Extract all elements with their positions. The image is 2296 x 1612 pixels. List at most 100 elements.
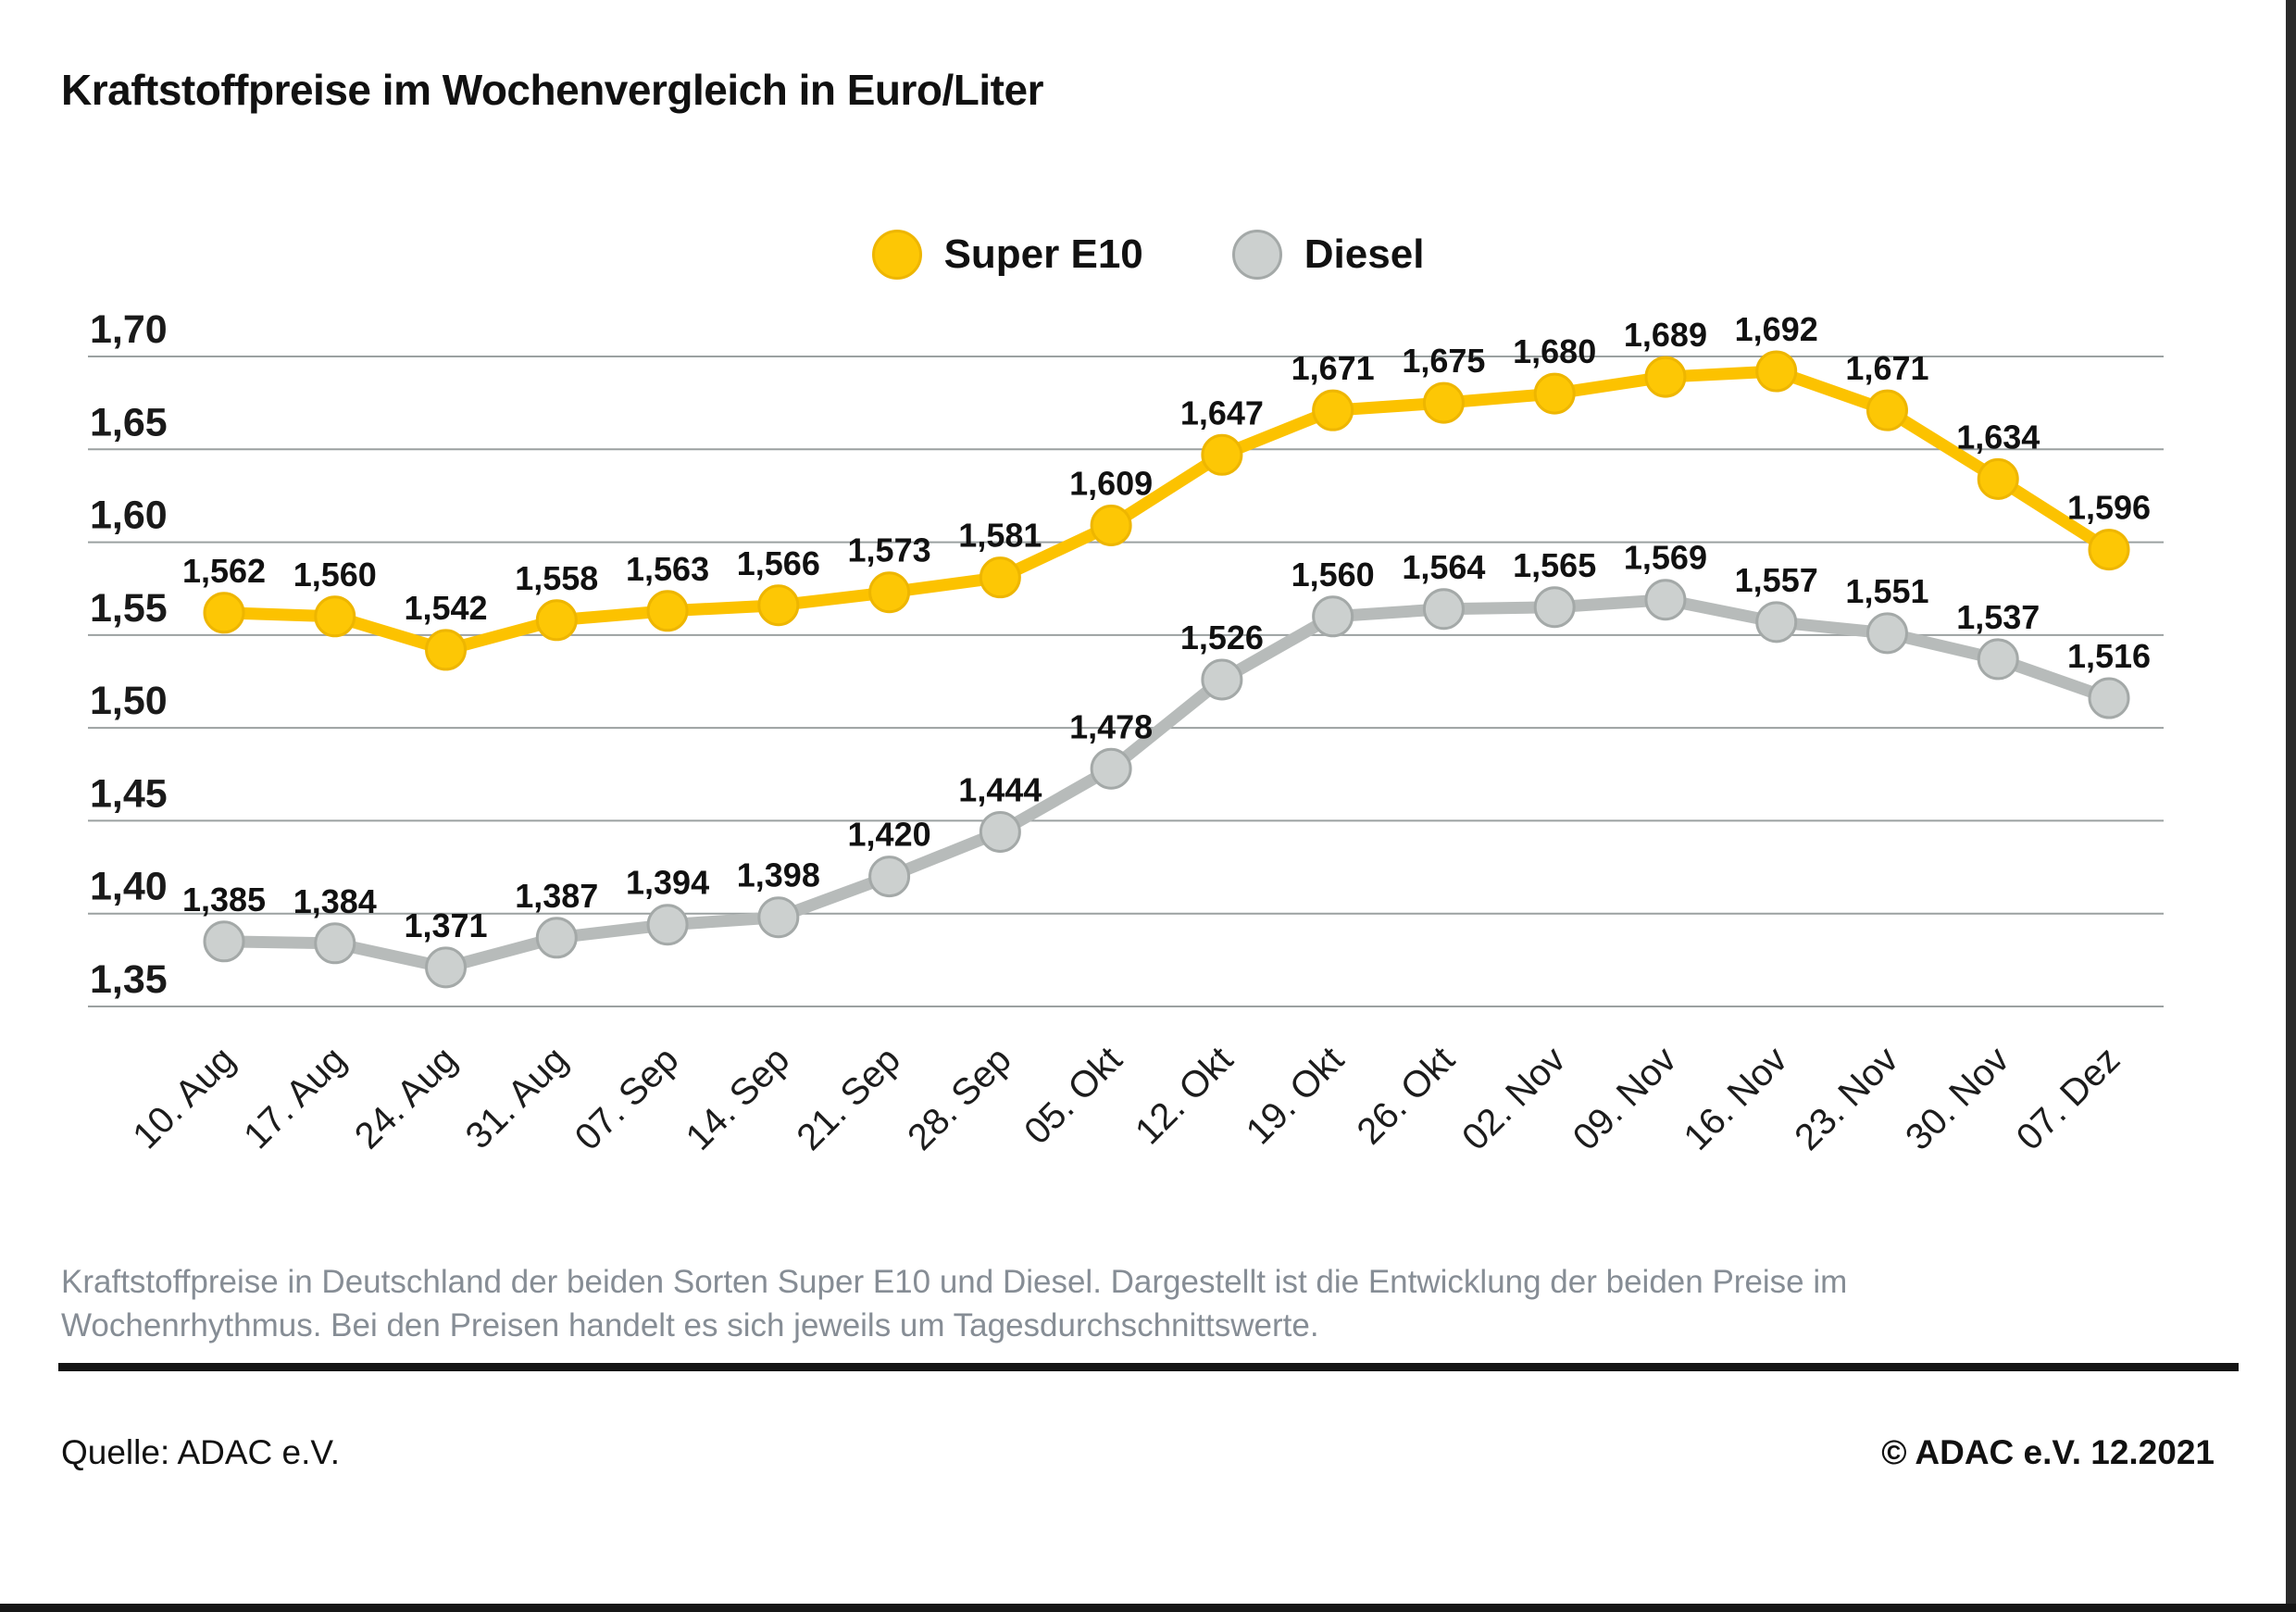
data-point-label: 1,478 [1069,707,1153,745]
x-axis-tick-label: 02. Nov [1454,1039,1574,1158]
data-point-label: 1,671 [1845,349,1928,387]
data-point-label: 1,680 [1513,332,1596,370]
page-right-border [2286,0,2296,1612]
legend-label-super-e10: Super E10 [943,231,1143,277]
data-point-label: 1,573 [848,531,931,569]
data-point-label: 1,581 [958,517,1042,555]
x-axis-tick-label: 07. Sep [568,1039,687,1158]
data-point [1755,601,1798,644]
source-text: Quelle: ADAC e.V. [61,1433,340,1471]
y-axis-tick-label: 1,35 [90,957,168,1002]
data-point [1644,356,1687,398]
x-axis-tick-label: 21. Sep [789,1039,908,1158]
footer-divider [58,1363,2239,1371]
chart-area: 1,70 1,65 1,60 1,55 1,50 1,45 1,40 1,35 10. Aug 1… [0,307,2296,1204]
caption-line-1: Kraftstoffpreise in Deutschland der beid… [61,1264,1848,1300]
x-axis-tick-label: 09. Nov [1566,1039,1685,1158]
x-axis-tick-label: 28. Sep [900,1039,1019,1158]
x-axis-tick-label: 12. Okt [1128,1039,1241,1152]
data-point [646,904,689,946]
data-point [868,856,911,898]
data-point [757,896,800,939]
chart-title: Kraftstoffpreise im Wochenvergleich in E… [61,66,1043,114]
data-point [1866,612,1908,655]
data-point-label: 1,565 [1513,546,1596,584]
data-point-label: 1,420 [848,816,931,854]
data-point [1533,586,1576,629]
data-point [1977,638,2019,681]
x-axis-tick-label: 14. Sep [679,1039,798,1158]
data-point [1644,579,1687,621]
series-line [218,594,2115,974]
data-point-label: 1,385 [182,881,266,918]
data-point-label: 1,647 [1180,394,1264,431]
x-axis-tick-label: 26. Okt [1349,1039,1462,1152]
x-axis-tick-label: 10. Aug [125,1039,243,1156]
legend-item-diesel: Diesel [1231,230,1425,280]
chart-legend: Super E10 Diesel [0,230,2296,280]
data-point-label: 1,516 [2067,637,2151,675]
chart-caption: Kraftstoffpreise in Deutschland der beid… [61,1260,2227,1347]
data-point [535,917,578,959]
data-point-label: 1,526 [1180,619,1264,656]
data-point [979,810,1021,853]
data-point-label: 1,398 [737,856,820,894]
legend-dot-diesel [1231,230,1282,280]
data-point [1533,372,1576,415]
legend-label-diesel: Diesel [1304,231,1425,277]
x-axis-tick-label: 17. Aug [236,1039,354,1156]
y-axis-tick-label: 1,60 [90,494,168,538]
data-point [2088,529,2130,571]
data-point-label: 1,692 [1735,315,1818,348]
page-bottom-border [0,1604,2296,1612]
data-point [979,556,1021,599]
data-point [314,922,356,965]
data-point-label: 1,689 [1624,316,1707,354]
data-point [425,629,468,671]
y-axis-tick-label: 1,50 [90,679,168,723]
data-point [2088,677,2130,719]
data-point [1755,350,1798,393]
y-axis-tick-label: 1,40 [90,865,168,909]
data-point-label: 1,551 [1845,572,1928,610]
data-point [1422,588,1465,631]
data-point-label: 1,537 [1956,598,2040,636]
data-point [1422,381,1465,424]
caption-line-2: Wochenrhythmus. Bei den Preisen handelt … [61,1307,1319,1343]
data-point [1201,433,1243,476]
y-axis-tick-label: 1,65 [90,400,168,444]
data-point-label: 1,675 [1402,342,1485,380]
data-point-label: 1,371 [404,906,487,944]
y-axis-tick-label: 1,55 [90,586,168,631]
data-point-label: 1,560 [293,556,377,594]
y-axis-tick-label: 1,45 [90,771,168,816]
data-point-label: 1,557 [1735,561,1818,599]
data-point-label: 1,394 [626,864,709,902]
data-point [1977,457,2019,500]
data-point-label: 1,634 [1956,418,2040,456]
legend-dot-super-e10 [871,230,922,280]
data-point-label: 1,384 [293,882,377,920]
x-axis-tick-label: 23. Nov [1787,1039,1906,1158]
data-point [203,920,245,963]
x-axis-tick-label: 31. Aug [458,1039,576,1156]
data-point [425,946,468,989]
data-point-label: 1,542 [404,589,487,627]
data-point-label: 1,558 [515,559,598,597]
x-axis-tick-label: 24. Aug [347,1039,465,1156]
data-point [314,595,356,638]
data-point-label: 1,564 [1402,548,1485,586]
x-axis-tick-label: 30. Nov [1898,1039,2017,1158]
data-point [1090,747,1132,790]
x-axis-tick-label: 05. Okt [1017,1039,1129,1152]
data-point-label: 1,569 [1624,539,1707,577]
series-line [218,365,2115,656]
legend-item-super-e10: Super E10 [871,230,1143,280]
series-super-e10: 1,562 1,560 1,542 1,558 1,563 1,566 1,573 1,581… [182,310,2151,671]
x-axis-tick-label: 19. Okt [1239,1039,1352,1152]
data-point [646,590,689,632]
x-axis-tick-label: 16. Nov [1676,1039,1795,1158]
data-point [757,584,800,627]
data-point-label: 1,387 [515,877,598,915]
